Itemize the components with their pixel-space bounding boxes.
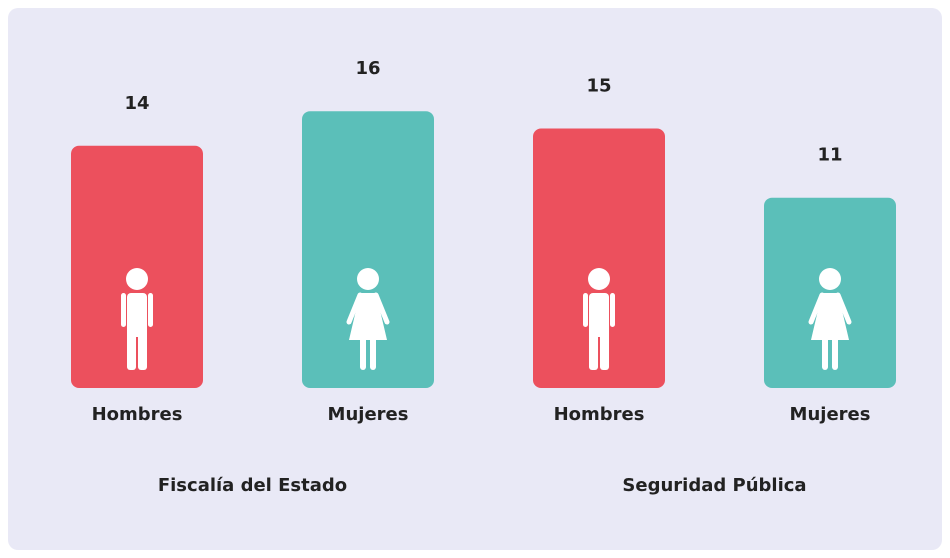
icon-arm xyxy=(610,293,615,327)
icon-arm xyxy=(583,293,588,327)
bar-label: Mujeres xyxy=(328,404,409,425)
group-label: Fiscalía del Estado xyxy=(158,475,347,496)
icon-leg xyxy=(600,330,609,370)
bar xyxy=(302,111,434,388)
female-icon xyxy=(808,268,852,370)
icon-leg xyxy=(360,336,366,370)
icon-leg xyxy=(589,330,598,370)
bar xyxy=(533,128,665,388)
icon-arm xyxy=(835,292,852,325)
icon-head xyxy=(588,268,610,290)
bar-label: Mujeres xyxy=(790,404,871,425)
bar-label: Hombres xyxy=(554,404,645,425)
value-label: 11 xyxy=(817,145,842,166)
chart-panel xyxy=(8,8,942,550)
icon-arm xyxy=(373,292,390,325)
icon-torso xyxy=(589,293,609,337)
icon-leg xyxy=(370,336,376,370)
icon-arm xyxy=(808,292,825,325)
value-label: 15 xyxy=(586,76,611,97)
icon-arm xyxy=(121,293,126,327)
bar-label: Hombres xyxy=(92,404,183,425)
icon-leg xyxy=(832,336,838,370)
male-icon xyxy=(583,268,615,370)
icon-arm xyxy=(148,293,153,327)
icon-head xyxy=(819,268,841,290)
icon-arm xyxy=(346,292,363,325)
male-icon xyxy=(121,268,153,370)
value-label: 16 xyxy=(355,58,380,79)
value-label: 14 xyxy=(124,93,149,114)
icon-head xyxy=(357,268,379,290)
icon-head xyxy=(126,268,148,290)
icon-leg xyxy=(822,336,828,370)
icon-torso xyxy=(127,293,147,337)
group-label: Seguridad Pública xyxy=(622,475,806,496)
icon-leg xyxy=(127,330,136,370)
female-icon xyxy=(346,268,390,370)
bar xyxy=(71,145,203,388)
bar xyxy=(764,197,896,388)
icon-leg xyxy=(138,330,147,370)
